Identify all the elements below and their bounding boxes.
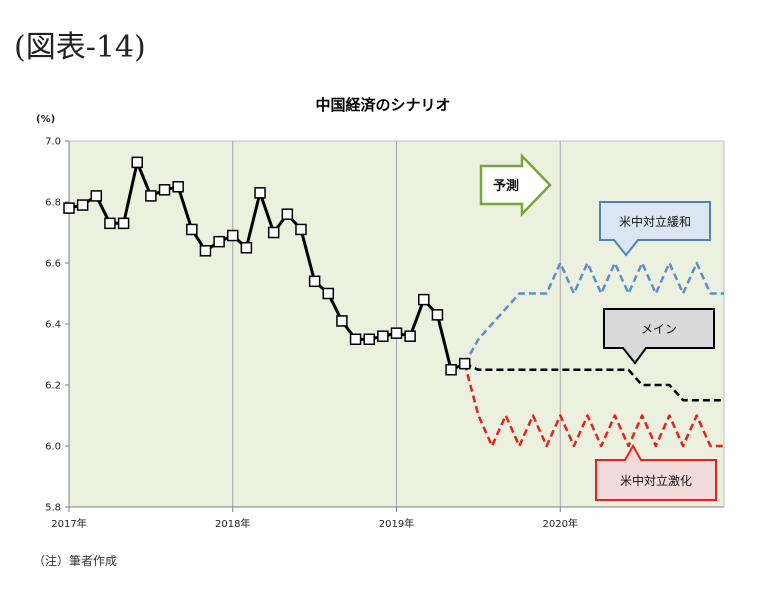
- data-point-marker: [145, 190, 157, 202]
- data-point-marker: [172, 181, 184, 193]
- data-point-marker: [213, 235, 225, 248]
- callout-escalation-label: 米中対立激化: [620, 473, 692, 488]
- series-markers: [63, 156, 471, 376]
- x-tick-label: 2019年: [379, 517, 414, 530]
- callout-main: メイン: [603, 308, 715, 365]
- y-tick-label: 5.8: [45, 503, 61, 514]
- callout-main-box: [603, 308, 715, 365]
- callout-easing-label: 米中対立緩和: [619, 214, 691, 229]
- data-point-marker: [281, 208, 294, 220]
- data-point-marker: [445, 364, 457, 376]
- data-point-marker: [63, 202, 75, 214]
- y-tick-labels: 5.8 6.0 6.2 6.4 6.6 6.8 7.0: [45, 137, 61, 514]
- callout-main-label: メイン: [641, 322, 677, 336]
- data-point-marker: [76, 199, 89, 211]
- scenario-line-chart: 中国経済のシナリオ (%) 5.8 6.0 6.2 6.4 6.6 6.8 7.0 2017…: [36, 96, 725, 530]
- data-point-marker: [186, 223, 198, 236]
- series-line-scenario-2: [464, 362, 724, 402]
- data-point-marker: [363, 333, 375, 345]
- y-tick-label: 6.0: [45, 442, 61, 453]
- data-point-marker: [227, 229, 239, 242]
- data-point-marker: [308, 275, 321, 288]
- data-point-marker: [267, 226, 280, 239]
- data-point-marker: [104, 217, 116, 230]
- data-point-marker: [404, 330, 416, 342]
- x-tick-label: 2020年: [543, 517, 578, 530]
- callout-escalation-box: [595, 443, 717, 501]
- y-tick-label: 7.0: [45, 137, 61, 148]
- source-note: （注）筆者作成: [33, 554, 118, 568]
- data-point-marker: [349, 333, 362, 345]
- chart-title: 中国経済のシナリオ: [315, 96, 450, 114]
- data-point-marker: [117, 217, 130, 230]
- x-tick-labels: 2017年 2018年 2019年 2020年: [51, 517, 578, 530]
- data-point-marker: [458, 357, 471, 370]
- data-point-marker: [390, 327, 403, 339]
- y-tick-label: 6.6: [45, 259, 61, 270]
- callout-easing: 米中対立緩和: [599, 201, 711, 257]
- data-point-marker: [158, 184, 171, 196]
- data-point-marker: [90, 190, 103, 202]
- data-point-marker: [431, 309, 444, 321]
- forecast-arrow-shape: [479, 152, 552, 218]
- data-point-marker: [322, 287, 335, 300]
- data-point-marker: [131, 156, 143, 169]
- y-tick-label: 6.8: [45, 198, 61, 209]
- x-tick-label: 2018年: [215, 517, 250, 530]
- data-point-marker: [377, 330, 389, 342]
- data-point-marker: [199, 245, 212, 257]
- y-axis-unit: (%): [36, 114, 55, 125]
- y-tick-label: 6.2: [45, 381, 61, 392]
- callout-escalation: 米中対立激化: [595, 443, 717, 501]
- forecast-label: 予測: [493, 178, 519, 194]
- axes: [65, 140, 724, 512]
- series-line-scenario-3: [463, 363, 724, 448]
- data-point-marker: [254, 187, 266, 199]
- data-point-marker: [336, 315, 348, 327]
- x-tick-label: 2017年: [51, 517, 86, 530]
- gridlines: [232, 141, 561, 507]
- data-point-marker: [418, 293, 430, 306]
- figure-label: (図表-14): [14, 30, 146, 65]
- data-point-marker: [295, 223, 307, 236]
- callout-easing-box: [599, 201, 711, 257]
- y-tick-label: 6.4: [45, 320, 61, 331]
- forecast-arrow: 予測: [479, 152, 552, 218]
- data-point-marker: [240, 242, 253, 254]
- series-line-scenario-1: [463, 261, 724, 365]
